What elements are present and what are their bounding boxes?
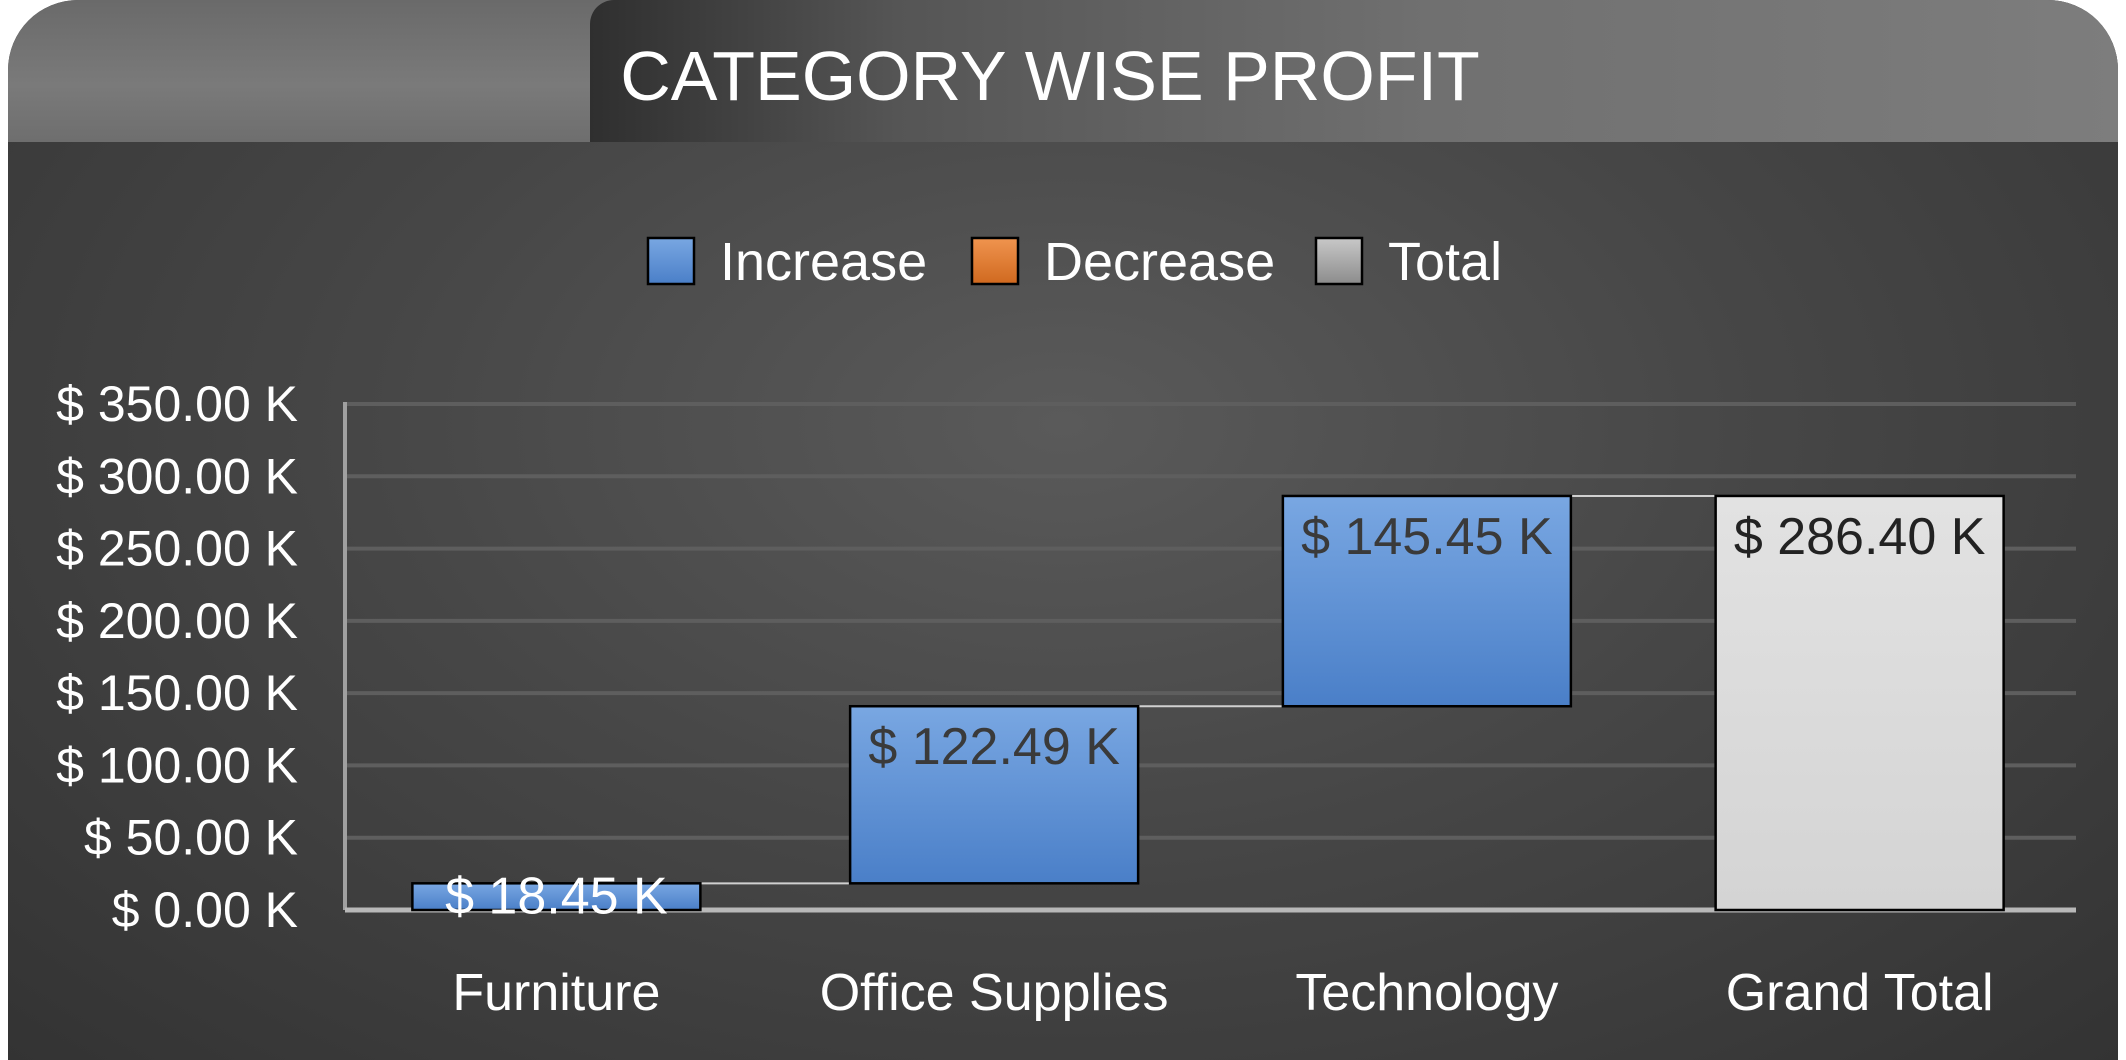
x-tick-label: Office Supplies <box>820 964 1169 1022</box>
data-label: $ 286.40 K <box>1734 508 1986 566</box>
legend-swatch-decrease <box>970 236 1020 286</box>
y-tick-label: $ 250.00 K <box>56 521 298 577</box>
y-tick-label: $ 150.00 K <box>56 665 298 721</box>
x-tick-label: Technology <box>1295 964 1558 1022</box>
legend-swatch-increase <box>646 236 696 286</box>
legend-label-total: Total <box>1388 232 1502 292</box>
data-label: $ 18.45 K <box>445 867 668 925</box>
bar-technology <box>1281 494 1573 708</box>
y-tick-label: $ 0.00 K <box>112 882 298 938</box>
connector-lines <box>700 494 1716 885</box>
y-tick-labels: $ 0.00 K $ 50.00 K $ 100.00 K $ 150.00 K $ 2… <box>56 376 298 938</box>
y-tick-label: $ 200.00 K <box>56 593 298 649</box>
data-labels: $ 18.45 K $ 122.49 K $ 145.45 K $ 286.40 K <box>445 508 1986 925</box>
title-tab <box>590 0 2118 142</box>
x-tick-label: Furniture <box>452 964 660 1022</box>
data-label: $ 145.45 K <box>1301 508 1553 566</box>
bar-office-supplies <box>848 704 1140 885</box>
y-tick-label: $ 50.00 K <box>84 810 298 866</box>
legend-label-decrease: Decrease <box>1044 232 1275 292</box>
x-tick-labels: Furniture Office Supplies Technology Grand … <box>452 964 1993 1022</box>
data-label: $ 122.49 K <box>868 718 1120 776</box>
legend: Increase Decrease Total <box>646 232 1502 292</box>
y-tick-label: $ 300.00 K <box>56 448 298 504</box>
bar-furniture <box>411 882 702 912</box>
chart-title: CATEGORY WISE PROFIT <box>620 37 1480 115</box>
bars <box>411 494 2005 912</box>
x-tick-label: Grand Total <box>1726 964 1994 1022</box>
bar-grand-total <box>1714 494 2005 912</box>
y-tick-label: $ 350.00 K <box>56 376 298 432</box>
legend-swatch-total <box>1314 236 1364 286</box>
y-tick-label: $ 100.00 K <box>56 737 298 793</box>
legend-label-increase: Increase <box>720 232 927 292</box>
